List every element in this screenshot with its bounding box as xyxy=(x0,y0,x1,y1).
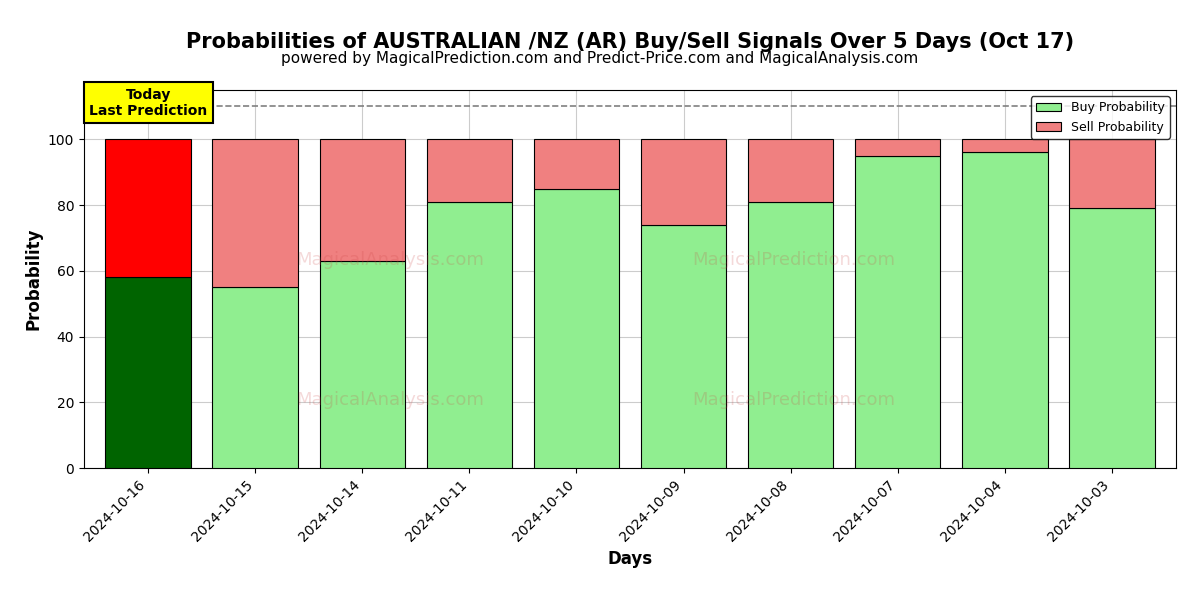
Bar xyxy=(854,139,941,156)
Bar xyxy=(748,202,834,468)
Bar xyxy=(1069,208,1154,468)
Bar xyxy=(319,261,406,468)
Title: Probabilities of AUSTRALIAN /NZ (AR) Buy/Sell Signals Over 5 Days (Oct 17): Probabilities of AUSTRALIAN /NZ (AR) Buy… xyxy=(186,32,1074,52)
Bar xyxy=(962,139,1048,152)
Text: MagicalAnalysis.com: MagicalAnalysis.com xyxy=(296,251,484,269)
Bar xyxy=(534,188,619,468)
Bar xyxy=(106,277,191,468)
Bar xyxy=(426,139,512,202)
Bar xyxy=(212,139,298,287)
Bar xyxy=(1069,139,1154,208)
Legend: Buy Probability, Sell Probability: Buy Probability, Sell Probability xyxy=(1031,96,1170,139)
Bar xyxy=(212,287,298,468)
Bar xyxy=(962,152,1048,468)
Bar xyxy=(641,225,726,468)
Bar xyxy=(106,139,191,277)
Text: powered by MagicalPrediction.com and Predict-Price.com and MagicalAnalysis.com: powered by MagicalPrediction.com and Pre… xyxy=(281,51,919,66)
Bar xyxy=(534,139,619,188)
Text: Today
Last Prediction: Today Last Prediction xyxy=(89,88,208,118)
Bar xyxy=(641,139,726,225)
Bar xyxy=(319,139,406,261)
Bar xyxy=(854,156,941,468)
Y-axis label: Probability: Probability xyxy=(24,228,42,330)
Text: MagicalPrediction.com: MagicalPrediction.com xyxy=(692,251,895,269)
Text: MagicalAnalysis.com: MagicalAnalysis.com xyxy=(296,391,484,409)
Text: MagicalPrediction.com: MagicalPrediction.com xyxy=(692,391,895,409)
X-axis label: Days: Days xyxy=(607,550,653,568)
Bar xyxy=(426,202,512,468)
Bar xyxy=(748,139,834,202)
